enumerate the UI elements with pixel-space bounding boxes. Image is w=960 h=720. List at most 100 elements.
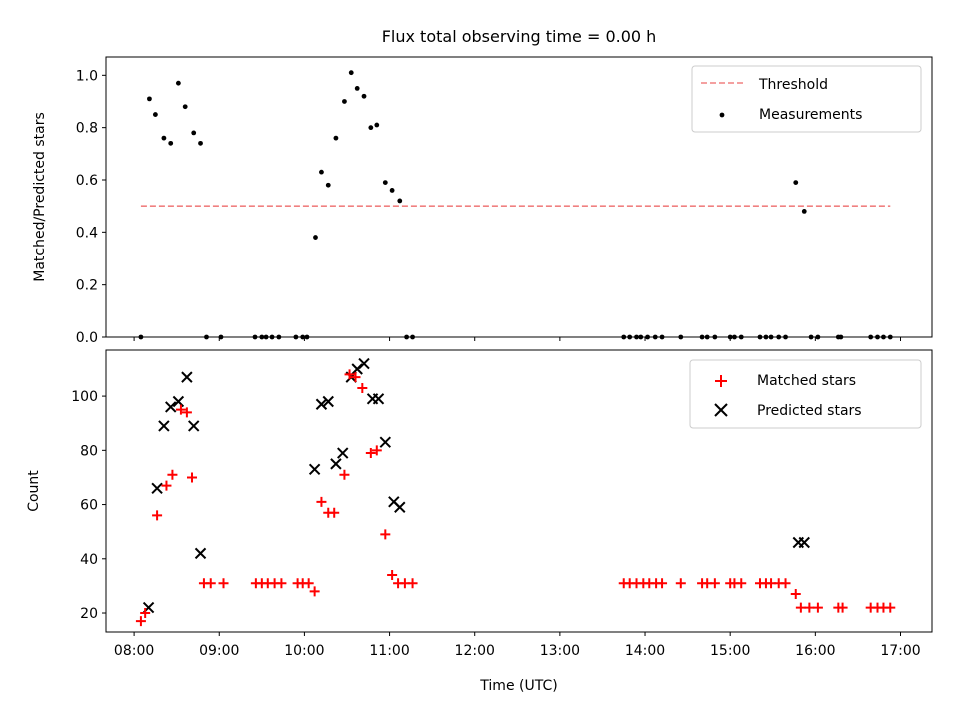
measurement-point: [191, 130, 197, 136]
matched-star-point: [387, 570, 398, 581]
matched-star-point: [812, 602, 823, 613]
measurement-point: [152, 112, 158, 117]
matched-star-point: [181, 407, 192, 418]
predicted-star-point: [165, 401, 177, 413]
predicted-star-point: [158, 420, 170, 432]
bottom-panel: 20 40 60 80 100 08:00 09:00 10:00 11:00 12:00 13:0…: [26, 349, 933, 694]
bottom-plot-area: 20 40 60 80 100 08:00 09:00 10:00 11:00 12:00 13:0…: [71, 357, 921, 659]
legend-threshold-label: Threshold: [758, 77, 828, 93]
matched-star-point: [205, 578, 216, 589]
bottom-x-axis-label: Time (UTC): [479, 678, 557, 694]
matched-star-point: [780, 578, 791, 589]
measurement-point: [168, 140, 174, 146]
measurement-point: [319, 169, 324, 175]
bottom-x-tick-label: 13:00: [540, 643, 580, 659]
measurement-point: [342, 99, 347, 104]
top-y-tick-label: 0.6: [76, 173, 98, 189]
top-chart-title: Flux total observing time = 0.00 h: [382, 27, 657, 46]
bottom-legend-box: [689, 359, 922, 429]
measurement-point: [354, 86, 360, 91]
matched-star-point: [365, 448, 376, 459]
bottom-x-tick-label: 10:00: [284, 643, 324, 659]
matched-star-point: [709, 578, 720, 589]
matched-star-point: [167, 469, 178, 480]
matched-star-point: [316, 496, 327, 507]
measurement-point: [368, 125, 374, 131]
measurement-point: [389, 188, 395, 193]
predicted-star-point: [308, 463, 321, 476]
matched-star-point: [371, 445, 382, 456]
matched-star-point: [736, 578, 747, 589]
matched-star-point: [885, 602, 896, 613]
matched-star-point: [657, 578, 668, 589]
matched-star-point: [175, 404, 186, 415]
bottom-legend: Matched stars Predicted stars: [689, 359, 922, 429]
matched-star-point: [795, 602, 806, 613]
predicted-star-point: [394, 501, 406, 513]
top-y-tick-label: 0.2: [76, 278, 98, 294]
matched-star-point: [357, 382, 368, 393]
bottom-y-tick-label: 100: [71, 389, 98, 405]
measurement-point: [361, 93, 367, 99]
matched-star-point: [344, 369, 355, 380]
matched-star-point: [407, 578, 418, 589]
bottom-x-tick-label: 11:00: [369, 643, 409, 659]
matched-star-point: [303, 578, 314, 589]
top-legend-box: [691, 65, 922, 133]
matched-star-point: [380, 529, 391, 540]
predicted-star-point: [330, 458, 342, 470]
bottom-x-tick-label: 17:00: [880, 643, 920, 659]
matched-star-point: [135, 616, 146, 627]
matched-star-point: [140, 608, 151, 619]
measurement-point: [175, 80, 181, 86]
measurement-point: [198, 140, 203, 146]
predicted-star-point: [315, 398, 328, 410]
predicted-star-point: [379, 436, 392, 448]
matched-star-point: [837, 602, 848, 613]
top-legend: Threshold Measurements: [691, 65, 922, 133]
predicted-star-point: [798, 536, 810, 549]
top-y-tick-label: 0.8: [76, 121, 98, 137]
measurement-point: [374, 122, 380, 128]
predicted-star-point: [322, 395, 334, 408]
top-panel: Flux total observing time = 0.00 h 0.0 0.…: [32, 27, 933, 346]
bottom-y-axis-label: Count: [26, 470, 42, 512]
matched-star-point: [675, 578, 686, 589]
top-y-tick-label: 0.4: [76, 225, 98, 241]
measurement-point: [397, 198, 403, 204]
bottom-y-tick-label: 60: [80, 498, 98, 514]
predicted-star-point: [372, 393, 385, 405]
bottom-axes-frame: [105, 349, 933, 633]
top-axes-frame: [105, 56, 933, 338]
legend-matched-swatch: [715, 375, 727, 387]
matched-star-point: [350, 372, 361, 383]
matched-star-point: [790, 589, 801, 600]
bottom-x-tick-label: 09:00: [199, 643, 239, 659]
measurement-point: [161, 135, 167, 141]
bottom-x-tick-label: 12:00: [455, 643, 495, 659]
measurement-point: [325, 182, 331, 188]
matched-star-point: [309, 586, 320, 597]
legend-measurements-swatch: [719, 112, 725, 118]
top-y-tick-label: 1.0: [76, 68, 98, 84]
matched-star-point: [187, 472, 198, 483]
measurement-point: [801, 208, 807, 214]
legend-measurements-label: Measurements: [759, 107, 862, 123]
measurement-point: [793, 180, 799, 186]
bottom-x-tick-label: 15:00: [710, 643, 750, 659]
predicted-star-point: [337, 447, 349, 459]
predicted-star-point: [151, 482, 163, 494]
bottom-y-tick-label: 40: [80, 552, 98, 568]
predicted-star-point: [358, 357, 370, 370]
matched-star-point: [276, 578, 287, 589]
legend-predicted-label: Predicted stars: [757, 403, 862, 419]
measurement-point: [313, 235, 318, 240]
measurement-point: [147, 96, 152, 102]
matched-star-point: [804, 602, 815, 613]
matched-star-point: [152, 510, 163, 521]
legend-matched-label: Matched stars: [757, 373, 856, 389]
matched-star-point: [329, 507, 340, 518]
legend-predicted-swatch: [714, 403, 728, 417]
bottom-x-tick-label: 16:00: [795, 643, 835, 659]
